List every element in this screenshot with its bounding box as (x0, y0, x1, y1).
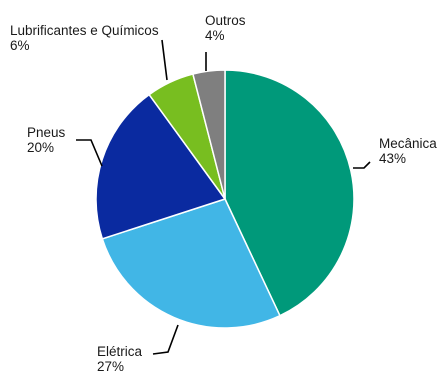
slice-category-eletrica: Elétrica (97, 344, 143, 359)
slice-category-lubrificantes-e-quimicos: Lubrificantes e Químicos (10, 23, 159, 38)
leader-line-pneus (76, 139, 103, 167)
slice-label-lubrificantes-e-quimicos: Lubrificantes e Químicos 6% (10, 23, 159, 53)
slice-category-pneus: Pneus (27, 125, 66, 140)
pie-labels: Mecânica 43% Elétrica 27% Pneus 20% Lubrifican… (10, 13, 437, 373)
slice-value-lubrificantes-e-quimicos: 6% (10, 38, 30, 53)
pie-slice-pneus (95, 93, 227, 240)
slice-value-eletrica: 27% (97, 359, 124, 373)
pie-slice-eletrica (101, 198, 281, 329)
slice-label-eletrica: Elétrica 27% (97, 344, 143, 373)
slice-value-outros: 4% (205, 28, 225, 43)
slice-category-outros: Outros (205, 13, 246, 28)
slice-label-outros: Outros 4% (205, 13, 246, 43)
leader-line-mecanica (353, 161, 371, 169)
pie-slice-outros (192, 69, 226, 200)
leader-line-eletrica (152, 324, 179, 355)
slice-label-pneus: Pneus 20% (27, 125, 66, 155)
slice-value-mecanica: 43% (379, 151, 406, 166)
leader-line-lubrificantes-e-quimicos (161, 39, 168, 81)
pie-slices (95, 69, 355, 329)
slice-category-mecanica: Mecânica (379, 136, 437, 151)
slice-label-mecanica: Mecânica 43% (379, 136, 437, 166)
slice-value-pneus: 20% (27, 140, 54, 155)
pie-slice-mecanica (224, 69, 355, 317)
